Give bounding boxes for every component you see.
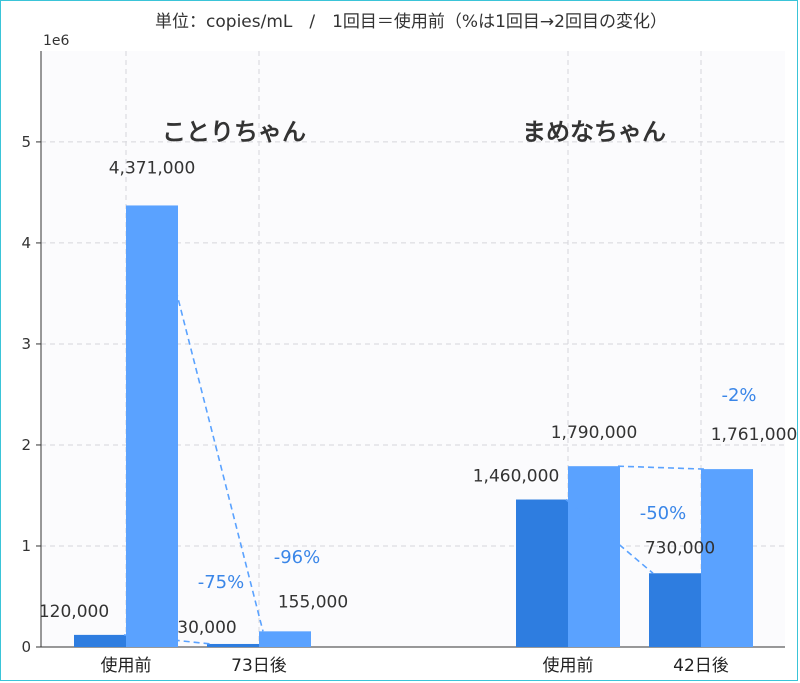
data-label: 1,460,000 bbox=[473, 467, 560, 487]
change-label: -75% bbox=[198, 572, 245, 593]
y-tick-label: 0 bbox=[21, 638, 31, 656]
bar bbox=[207, 643, 259, 647]
bar bbox=[568, 466, 620, 647]
bar bbox=[74, 634, 126, 647]
change-link bbox=[123, 634, 212, 645]
data-label: 120,000 bbox=[39, 602, 109, 622]
change-label: -2% bbox=[721, 385, 756, 406]
chart-title: 単位：copies/mL / 1回目＝使用前（%は1回目→2回目の変化） bbox=[155, 11, 667, 32]
y-tick-label: 3 bbox=[21, 335, 31, 353]
bar bbox=[259, 631, 311, 647]
group-title: ことりちゃん bbox=[162, 118, 306, 146]
y-tick-label: 2 bbox=[21, 436, 31, 454]
x-tick-label: 42日後 bbox=[673, 656, 729, 676]
group-title: まめなちゃん bbox=[522, 118, 666, 146]
x-tick-label: 使用前 bbox=[101, 655, 152, 676]
change-label: -96% bbox=[274, 547, 321, 568]
data-label: 4,371,000 bbox=[109, 158, 196, 178]
bar bbox=[126, 205, 178, 648]
data-label: 30,000 bbox=[177, 618, 236, 638]
data-label: 155,000 bbox=[278, 592, 348, 612]
bar bbox=[649, 573, 701, 647]
x-tick-label: 73日後 bbox=[231, 656, 287, 676]
change-link bbox=[565, 498, 654, 574]
y-scale-label: 1e6 bbox=[43, 33, 70, 49]
change-label: -50% bbox=[640, 503, 687, 524]
bar bbox=[516, 499, 568, 647]
change-link bbox=[175, 290, 264, 632]
bar bbox=[701, 469, 753, 647]
data-label: 730,000 bbox=[645, 538, 715, 558]
y-tick-label: 5 bbox=[21, 133, 31, 151]
y-tick-label: 1 bbox=[21, 537, 31, 555]
change-link bbox=[617, 465, 706, 470]
data-label: 1,761,000 bbox=[711, 425, 798, 445]
y-tick-label: 4 bbox=[21, 234, 31, 252]
data-label: 1,790,000 bbox=[551, 423, 638, 443]
x-tick-label: 使用前 bbox=[543, 655, 594, 676]
